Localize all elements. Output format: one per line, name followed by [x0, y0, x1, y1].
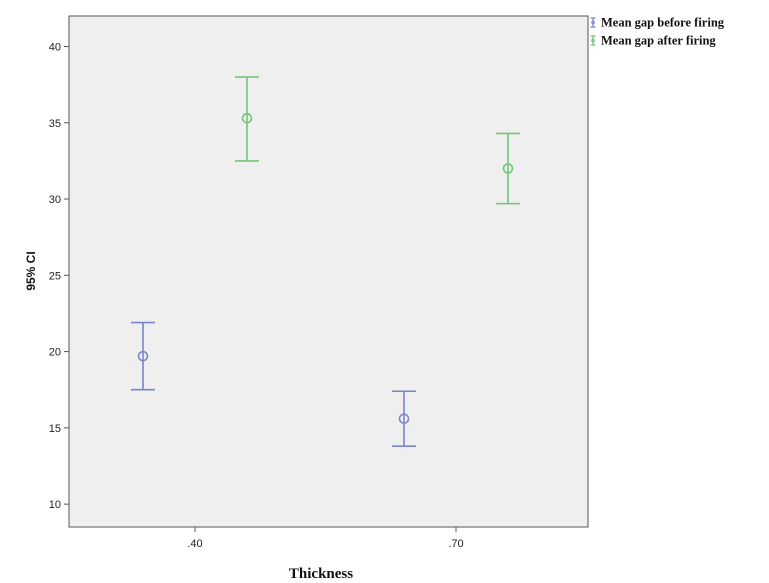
y-axis: 10 15 20 25 30 35 40 — [49, 42, 69, 511]
legend-swatch-point — [591, 38, 595, 43]
mean-point — [398, 413, 410, 424]
x-axis-title: Thickness — [289, 566, 353, 582]
mean-point — [137, 350, 149, 362]
y-tick-label: 30 — [49, 194, 61, 206]
x-tick-label: .70 — [448, 538, 463, 550]
y-tick-label: 15 — [49, 423, 61, 435]
x-tick-label: .40 — [187, 538, 202, 550]
legend-label: Mean gap after firing — [601, 34, 716, 48]
y-tick-label: 20 — [49, 347, 61, 359]
legend-swatch-point — [591, 20, 595, 25]
data-marks — [131, 76, 520, 447]
legend: Mean gap before firing Mean gap after fir… — [590, 16, 725, 48]
plot-area — [68, 15, 589, 528]
y-tick-label: 35 — [49, 118, 61, 130]
y-tick-label: 25 — [49, 270, 61, 282]
legend-label: Mean gap before firing — [601, 16, 725, 30]
y-axis-title: 95% CI — [24, 251, 38, 290]
mean-point — [241, 112, 253, 124]
y-tick-label: 40 — [49, 42, 61, 54]
y-tick-label: 10 — [49, 499, 61, 511]
x-axis: .40 .70 — [187, 527, 464, 550]
mean-point — [502, 163, 514, 174]
